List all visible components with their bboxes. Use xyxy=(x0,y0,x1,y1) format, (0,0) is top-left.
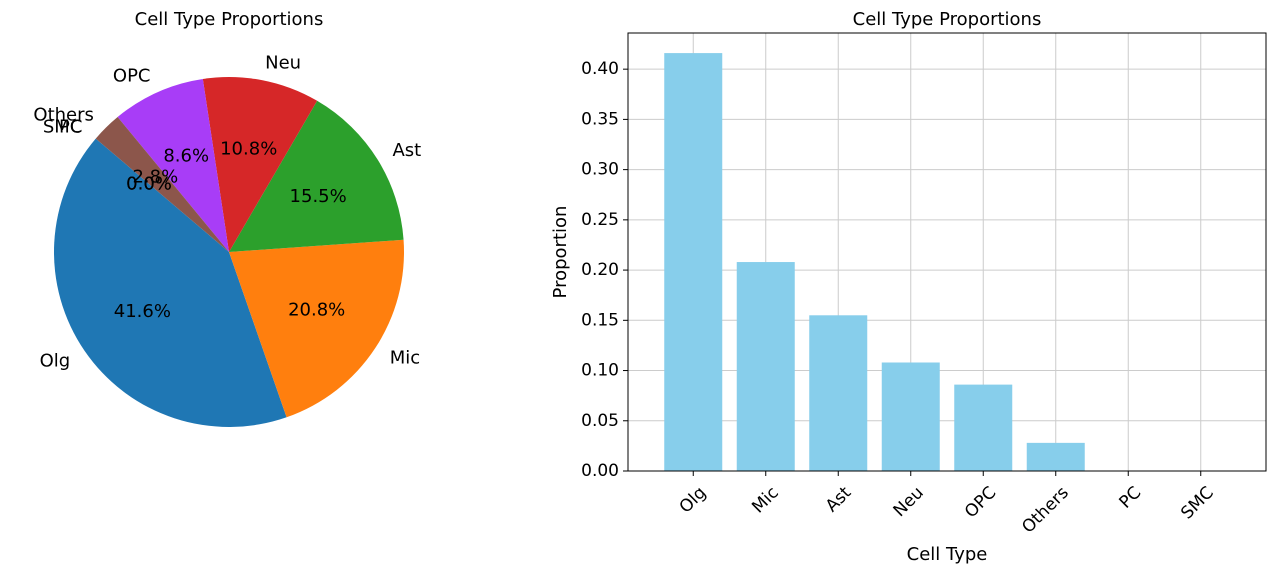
x-tick-label-ast: Ast xyxy=(822,483,856,517)
pie-labels: Olg 41.6% Mic 20.8% Ast 15.5% Neu 10.8% OPC 8.6% O… xyxy=(33,52,421,371)
pie-slice-neu xyxy=(202,77,318,253)
plot-frame xyxy=(627,32,1267,472)
y-axis-ticks: 0.00 0.05 0.10 0.15 0.20 0.25 0.30 0.35 0.40 xyxy=(581,59,628,481)
bar-bars xyxy=(664,53,1085,472)
pie-slices xyxy=(53,77,404,428)
y-tick-label: 0.00 xyxy=(581,461,619,481)
bar-neu xyxy=(881,362,940,471)
x-tick-label-opc: OPC xyxy=(961,483,1000,522)
bar-grid xyxy=(628,33,1266,472)
x-tick-label-smc: SMC xyxy=(1177,483,1218,524)
bar-chart-title: Cell Type Proportions xyxy=(853,9,1042,30)
bar-mic xyxy=(736,262,795,471)
pie-label-smc: SMC xyxy=(43,117,83,138)
pie-label-ast: Ast xyxy=(392,140,421,161)
pie-slice-ast xyxy=(229,100,404,252)
pie-label-opc: OPC xyxy=(113,66,151,87)
y-tick-label: 0.15 xyxy=(581,310,619,330)
pie-label-neu: Neu xyxy=(265,52,301,73)
x-axis-label: Cell Type xyxy=(907,544,988,565)
pie-percent-smc: 0.0% xyxy=(126,173,172,194)
x-tick-label-others: Others xyxy=(1018,483,1073,538)
pie-label-mic: Mic xyxy=(390,347,420,368)
x-tick-label-pc: PC xyxy=(1115,483,1145,513)
pie-chart-title: Cell Type Proportions xyxy=(135,9,324,30)
bar-others xyxy=(1026,442,1085,471)
pie-percent-pc: 0.0% xyxy=(126,173,172,194)
x-tick-label-olg: Olg xyxy=(676,483,711,518)
y-tick-label: 0.25 xyxy=(581,210,619,230)
x-axis-ticks: Olg Mic Ast Neu OPC Others PC SMC xyxy=(676,471,1218,537)
pie-percent-neu: 10.8% xyxy=(220,138,277,159)
pie-percent-others: 2.8% xyxy=(132,167,178,188)
pie-slice-others xyxy=(95,117,229,253)
x-tick-label-mic: Mic xyxy=(748,483,782,517)
y-tick-label: 0.40 xyxy=(581,59,619,79)
bar-olg xyxy=(664,53,723,472)
x-tick-label-neu: Neu xyxy=(890,483,928,521)
y-tick-label: 0.10 xyxy=(581,361,619,381)
pie-percent-ast: 15.5% xyxy=(290,186,347,207)
pie-label-others: Others xyxy=(33,104,94,125)
bar-opc xyxy=(954,384,1013,471)
y-tick-label: 0.35 xyxy=(581,109,619,129)
pie-slice-opc xyxy=(117,78,229,252)
pie-percent-mic: 20.8% xyxy=(288,299,345,320)
pie-percent-opc: 8.6% xyxy=(163,146,209,167)
bar-ast xyxy=(809,315,868,471)
pie-slice-olg xyxy=(53,138,287,428)
pie-label-olg: Olg xyxy=(40,350,71,371)
y-axis-label: Proportion xyxy=(550,206,571,299)
y-tick-label: 0.05 xyxy=(581,411,619,431)
pie-slice-mic xyxy=(229,239,404,418)
y-tick-label: 0.30 xyxy=(581,160,619,180)
pie-label-pc: PC xyxy=(59,117,82,138)
y-tick-label: 0.20 xyxy=(581,260,619,280)
pie-percent-olg: 41.6% xyxy=(114,301,171,322)
